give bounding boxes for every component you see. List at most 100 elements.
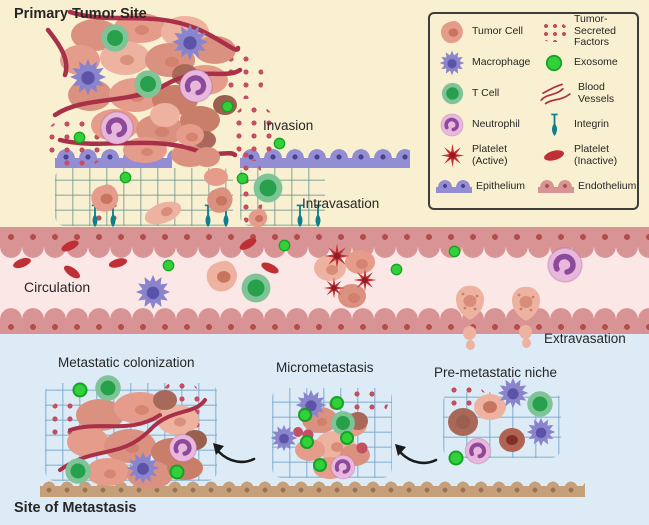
legend-item-platelet-active: Platelet (Active) xyxy=(436,143,538,168)
micrometastasis-cluster xyxy=(270,389,370,479)
tumor-cell-icon xyxy=(91,184,119,212)
endothelium-top-band xyxy=(0,227,649,247)
neutrophil-icon xyxy=(169,434,197,462)
neutrophil-icon xyxy=(465,438,491,464)
platelet-active-icon xyxy=(436,143,468,168)
legend-item-neutrophil: Neutrophil xyxy=(436,112,538,138)
tumor-cell-icon xyxy=(436,19,468,45)
migrating-tumor-cell xyxy=(144,201,182,225)
invading-tumor-cells xyxy=(150,103,228,186)
legend-label: Neutrophil xyxy=(472,117,520,130)
legend-item-endothelium: Endothelium xyxy=(538,180,636,193)
site-of-metastasis-title: Site of Metastasis xyxy=(14,500,137,516)
legend-item-tumor-cell: Tumor Cell xyxy=(436,19,538,45)
exosome-icon xyxy=(449,246,460,257)
legend-item-blood-vessels: Blood Vessels xyxy=(538,81,636,107)
exosome-icon xyxy=(279,240,290,251)
legend-label: Tumor-Secreted Factors xyxy=(574,12,617,49)
exosome-icon xyxy=(120,172,131,183)
t-cell-icon xyxy=(134,70,162,98)
tumor-secreted-factors-cluster xyxy=(232,104,279,161)
primary-tumor-mass xyxy=(45,9,243,186)
t-cell-icon xyxy=(253,173,283,203)
legend-item-epithelium: Epithelium xyxy=(436,180,538,193)
extravasating-tumor-cell xyxy=(456,285,484,320)
legend-label: Tumor Cell xyxy=(472,24,523,37)
t-cell-icon xyxy=(65,458,91,484)
legend-label: Epithelium xyxy=(476,179,526,192)
platelet-active-icon xyxy=(324,243,350,269)
extravasating-tumor-cell xyxy=(512,286,540,321)
legend-label: Exosome xyxy=(574,55,618,68)
platelet-active-icon xyxy=(353,268,377,292)
neutrophil-icon xyxy=(179,69,213,103)
macrophage-icon xyxy=(135,274,171,310)
exosome-icon xyxy=(448,450,464,466)
macrophage-icon xyxy=(526,417,556,447)
tumor-secreted-factors-cluster xyxy=(224,53,264,99)
t-cell-icon xyxy=(241,273,271,303)
epithelium-band-right xyxy=(240,148,410,168)
endothelium-top-scallop xyxy=(0,247,649,258)
t-cell-icon xyxy=(436,81,468,106)
tumor-secreted-factors-cluster xyxy=(350,388,388,416)
legend-label: T Cell xyxy=(472,86,500,99)
legend-label: Endothelium xyxy=(578,179,637,192)
circulation-label: Circulation xyxy=(24,279,91,295)
legend-item-exosome: Exosome xyxy=(538,54,636,72)
tumor-cell-icon xyxy=(206,260,238,292)
legend-label: Macrophage xyxy=(472,55,531,68)
intravasation-label: Intravasation xyxy=(302,196,380,211)
platelet-inactive-icon xyxy=(538,148,570,163)
t-cell-icon xyxy=(331,411,355,435)
blood-vessels-icon xyxy=(538,81,574,107)
tumor-cell-tail xyxy=(463,326,476,340)
primary-tumor-site-title: Primary Tumor Site xyxy=(14,6,147,22)
t-cell-icon xyxy=(95,375,121,401)
basement-membrane xyxy=(40,477,585,497)
tumor-cell-tail xyxy=(522,338,531,348)
macrophage-icon xyxy=(436,50,468,76)
metastatic-colonization-label: Metastatic colonization xyxy=(58,355,195,370)
tumor-cell-icon xyxy=(207,187,233,213)
micrometastasis-label: Micrometastasis xyxy=(276,360,374,375)
exosome-icon xyxy=(72,382,88,398)
tumor-secreted-factors-icon xyxy=(538,21,570,42)
endothelium-bottom-band xyxy=(0,319,649,334)
metastatic-colonization-cluster xyxy=(58,375,207,489)
endothelium-bottom-scallop xyxy=(0,308,649,319)
t-cell-icon xyxy=(101,24,129,52)
legend-item-t-cell: T Cell xyxy=(436,81,538,106)
neutrophil-icon xyxy=(436,112,468,138)
neutrophil-icon xyxy=(100,111,134,145)
tumor-cell-tail xyxy=(519,325,532,339)
integrin-icon xyxy=(538,113,570,137)
epithelium-icon xyxy=(436,180,472,193)
legend-box: Tumor Cell Macrophage T Cell Neutrophil … xyxy=(428,12,639,210)
legend-label: Blood Vessels xyxy=(578,80,615,105)
legend-item-platelet-inactive: Platelet (Inactive) xyxy=(538,143,636,168)
platelet-tumor-cluster xyxy=(314,243,377,308)
neutrophil-icon xyxy=(548,248,582,282)
exosome-icon xyxy=(74,132,85,143)
tumor-cell-icon xyxy=(248,208,268,228)
exosome-icon xyxy=(222,101,233,112)
t-cell-icon xyxy=(527,391,553,417)
progression-arrow-2 xyxy=(395,444,438,465)
blood-vessels-icon xyxy=(58,398,207,472)
exosome-icons xyxy=(298,396,354,472)
extravasation-label: Extravasation xyxy=(544,331,626,346)
exosome-icon xyxy=(538,54,570,72)
invasion-label: Invasion xyxy=(263,118,314,133)
legend-item-macrophage: Macrophage xyxy=(436,50,538,76)
legend-item-integrin: Integrin xyxy=(538,113,636,137)
progression-arrow-1 xyxy=(213,443,256,464)
premetastatic-niche-cluster xyxy=(448,377,556,466)
pre-metastatic-niche-label: Pre-metastatic niche xyxy=(434,365,558,380)
exosome-icon xyxy=(163,260,174,271)
ecm-mesh-left xyxy=(55,168,233,226)
macrophage-icon xyxy=(270,424,298,452)
legend-item-tumor-secreted-factors: Tumor-Secreted Factors xyxy=(538,12,636,49)
legend-label: Platelet (Active) xyxy=(472,142,508,167)
